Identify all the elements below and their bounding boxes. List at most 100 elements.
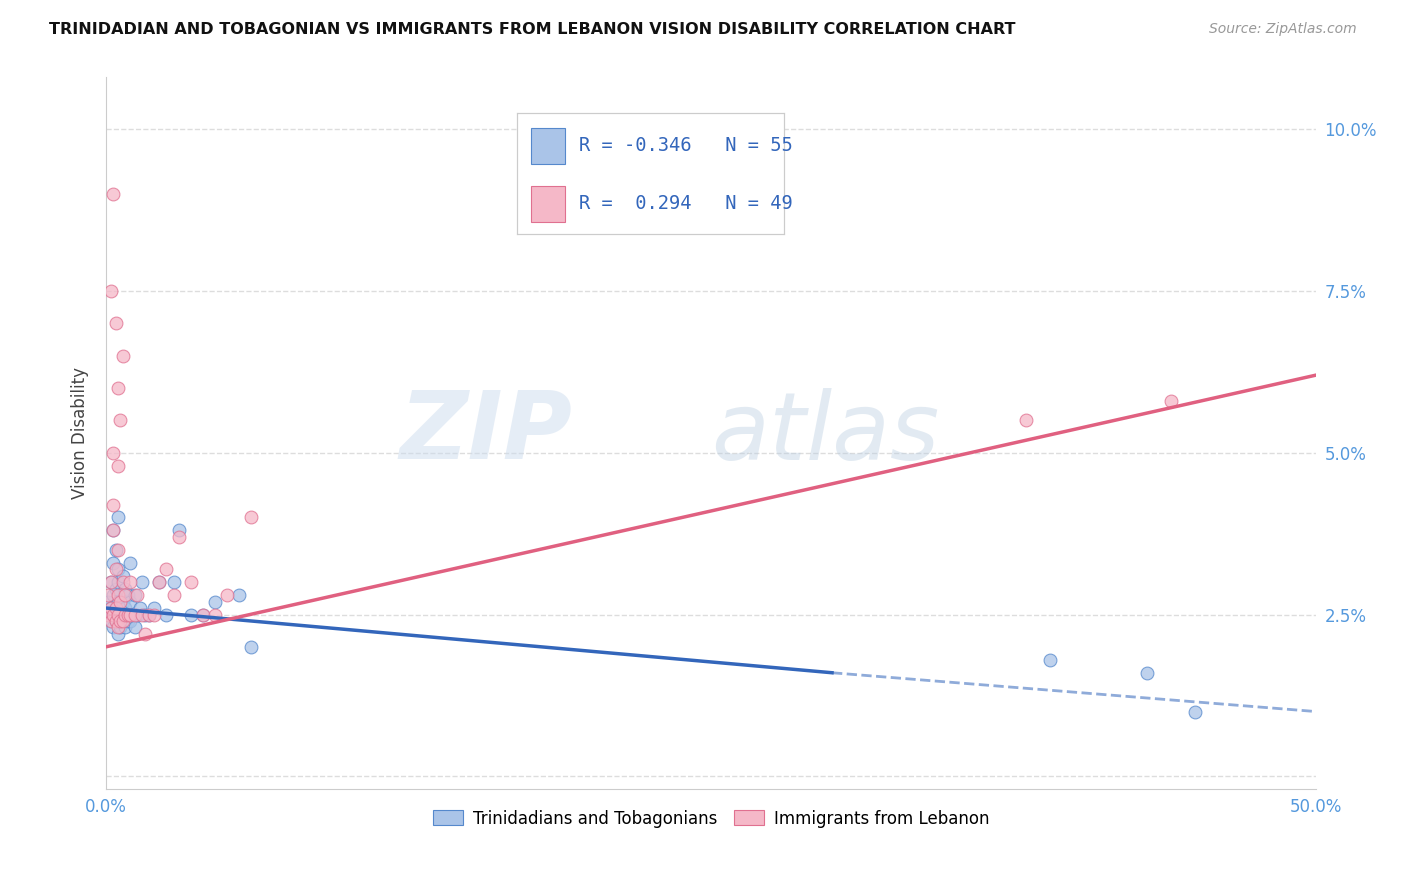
Text: atlas: atlas	[711, 388, 939, 479]
Point	[114, 588, 136, 602]
Point	[101, 588, 124, 602]
Point	[97, 594, 120, 608]
Point	[120, 614, 142, 628]
Point	[110, 620, 132, 634]
Point	[110, 614, 132, 628]
Point	[101, 620, 124, 634]
Point	[120, 594, 142, 608]
Point	[124, 607, 146, 622]
Point	[100, 601, 122, 615]
Point	[107, 614, 129, 628]
Point	[163, 575, 186, 590]
Point	[100, 575, 122, 590]
Point	[204, 607, 226, 622]
Point	[101, 556, 124, 570]
Point	[101, 524, 124, 538]
Point	[191, 607, 214, 622]
Point	[114, 582, 136, 596]
Point	[240, 640, 263, 654]
Point	[97, 607, 120, 622]
Point	[128, 601, 150, 615]
Point	[101, 498, 124, 512]
Point	[1136, 665, 1159, 680]
Point	[107, 607, 129, 622]
Point	[104, 614, 127, 628]
Point	[121, 607, 143, 622]
Point	[97, 588, 120, 602]
Point	[101, 607, 124, 622]
Point	[228, 588, 250, 602]
Point	[134, 627, 156, 641]
Point	[104, 316, 127, 330]
Point	[127, 607, 149, 622]
Point	[104, 582, 127, 596]
Point	[117, 614, 139, 628]
Point	[124, 620, 146, 634]
Point	[120, 556, 142, 570]
Point	[107, 594, 129, 608]
Point	[1184, 705, 1206, 719]
Point	[117, 588, 139, 602]
Text: TRINIDADIAN AND TOBAGONIAN VS IMMIGRANTS FROM LEBANON VISION DISABILITY CORRELAT: TRINIDADIAN AND TOBAGONIAN VS IMMIGRANTS…	[49, 22, 1015, 37]
Point	[101, 524, 124, 538]
Point	[107, 510, 129, 524]
Point	[110, 594, 132, 608]
Point	[107, 607, 129, 622]
Point	[143, 601, 166, 615]
Point	[117, 607, 139, 622]
Point	[134, 607, 156, 622]
Point	[191, 607, 214, 622]
Point	[101, 186, 124, 201]
Point	[107, 381, 129, 395]
Point	[155, 562, 177, 576]
Point	[100, 575, 122, 590]
Point	[148, 575, 170, 590]
Point	[167, 530, 190, 544]
Point	[148, 575, 170, 590]
Point	[138, 607, 160, 622]
Point	[127, 588, 149, 602]
Point	[107, 562, 129, 576]
Point	[110, 601, 132, 615]
Point	[124, 588, 146, 602]
Point	[167, 524, 190, 538]
Point	[111, 568, 134, 582]
Text: ZIP: ZIP	[399, 387, 572, 479]
Legend: Trinidadians and Tobagonians, Immigrants from Lebanon: Trinidadians and Tobagonians, Immigrants…	[426, 803, 995, 834]
Point	[110, 413, 132, 427]
Point	[100, 284, 122, 298]
Point	[120, 575, 142, 590]
Point	[111, 594, 134, 608]
Point	[100, 614, 122, 628]
Point	[111, 614, 134, 628]
Point	[1160, 394, 1182, 409]
Point	[100, 601, 122, 615]
Point	[111, 349, 134, 363]
Point	[107, 588, 129, 602]
Point	[111, 614, 134, 628]
Point	[120, 607, 142, 622]
Point	[104, 614, 127, 628]
Point	[155, 607, 177, 622]
Point	[143, 607, 166, 622]
Point	[107, 627, 129, 641]
Point	[111, 575, 134, 590]
Point	[107, 542, 129, 557]
Y-axis label: Vision Disability: Vision Disability	[72, 368, 89, 500]
Point	[104, 601, 127, 615]
Point	[107, 575, 129, 590]
Point	[107, 458, 129, 473]
Point	[131, 575, 153, 590]
Point	[114, 607, 136, 622]
Point	[180, 575, 202, 590]
Point	[204, 594, 226, 608]
Point	[104, 601, 127, 615]
Point	[180, 607, 202, 622]
Point	[114, 601, 136, 615]
Point	[104, 562, 127, 576]
Point	[100, 614, 122, 628]
Point	[215, 588, 238, 602]
Point	[138, 607, 160, 622]
Point	[107, 620, 129, 634]
Point	[104, 542, 127, 557]
